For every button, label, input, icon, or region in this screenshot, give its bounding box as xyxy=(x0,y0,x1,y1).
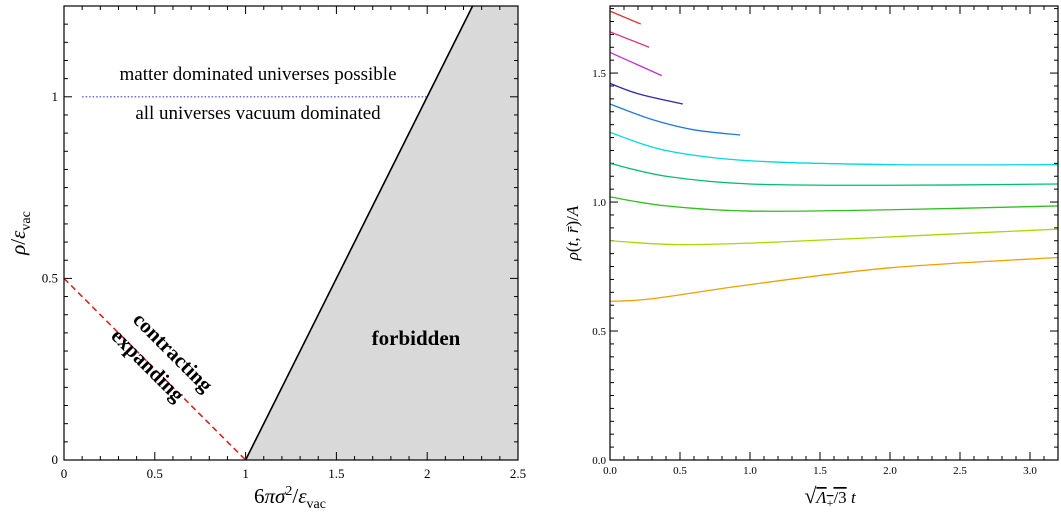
series-line-3 xyxy=(609,51,663,77)
forbidden-boundary-line xyxy=(244,5,474,461)
right-x-tick-label: 0.0 xyxy=(603,465,617,477)
right-x-tick-label: 0.5 xyxy=(673,465,687,477)
series-line-8 xyxy=(609,196,1059,212)
left-x-tick-label: 2.5 xyxy=(510,466,526,481)
right-y-tick-label: 0.0 xyxy=(592,455,606,467)
annotation-vacuum-dominated: all universes vacuum dominated xyxy=(135,103,381,124)
right-plot-frame xyxy=(609,5,1059,461)
forbidden-region xyxy=(245,6,518,460)
series-line-1 xyxy=(609,10,642,25)
left-x-tick-label: 1.5 xyxy=(328,466,344,481)
right-y-tick-label: 0.5 xyxy=(592,326,606,338)
right-y-tick-label: 1.0 xyxy=(592,197,606,209)
left-x-axis-label: 6πσ2/εvac xyxy=(254,484,326,512)
left-x-tick-label: 2 xyxy=(424,466,431,481)
left-y-tick-label: 1 xyxy=(52,89,59,104)
left-x-tick-label: 0.5 xyxy=(147,466,163,481)
left-chart: 0 0.5 1 1.5 2 2.5 0 0.5 1 matter dominated unive… xyxy=(6,5,526,512)
left-y-tick-label: 0 xyxy=(52,452,59,467)
right-x-tick-label: 1.5 xyxy=(813,465,827,477)
series-line-7 xyxy=(609,162,1059,186)
right-x-tick-label: 3.0 xyxy=(1023,465,1037,477)
series-line-4 xyxy=(609,82,683,105)
left-x-tick-label: 1 xyxy=(242,466,249,481)
series-line-5 xyxy=(609,103,741,136)
left-x-tick-label: 0 xyxy=(61,466,68,481)
series-line-6 xyxy=(609,131,1059,166)
series-line-9 xyxy=(609,228,1059,246)
right-y-tick-label: 1.5 xyxy=(592,68,606,80)
left-y-tick-label: 0.5 xyxy=(42,270,58,285)
annotation-matter-possible: matter dominated universes possible xyxy=(119,64,396,85)
right-x-axis-label: √Λ+/3 t xyxy=(804,483,857,510)
series-line-2 xyxy=(609,31,650,48)
right-x-tick-label: 2.0 xyxy=(883,465,897,477)
right-x-tick-label: 1.0 xyxy=(743,465,757,477)
right-y-axis-label: ρ(t, r̄)/A xyxy=(563,205,582,261)
left-y-axis-label: ρ/εvac xyxy=(6,211,34,256)
right-chart: 0.0 0.5 1.0 1.5 2.0 2.5 3.0 0.0 0.5 1.0 1.5 √Λ+/3 … xyxy=(563,5,1059,510)
contracting-expanding-divider xyxy=(63,277,247,461)
annotation-forbidden: forbidden xyxy=(372,326,461,350)
right-axis-ticks: 0.0 0.5 1.0 1.5 2.0 2.5 3.0 0.0 0.5 1.0 1.5 xyxy=(592,6,1059,477)
left-plot-frame xyxy=(63,5,519,461)
right-series-group xyxy=(609,10,1059,303)
right-x-tick-label: 2.5 xyxy=(953,465,967,477)
left-axis-ticks: 0 0.5 1 1.5 2 2.5 0 0.5 1 xyxy=(42,5,526,481)
series-line-10 xyxy=(609,256,1059,303)
